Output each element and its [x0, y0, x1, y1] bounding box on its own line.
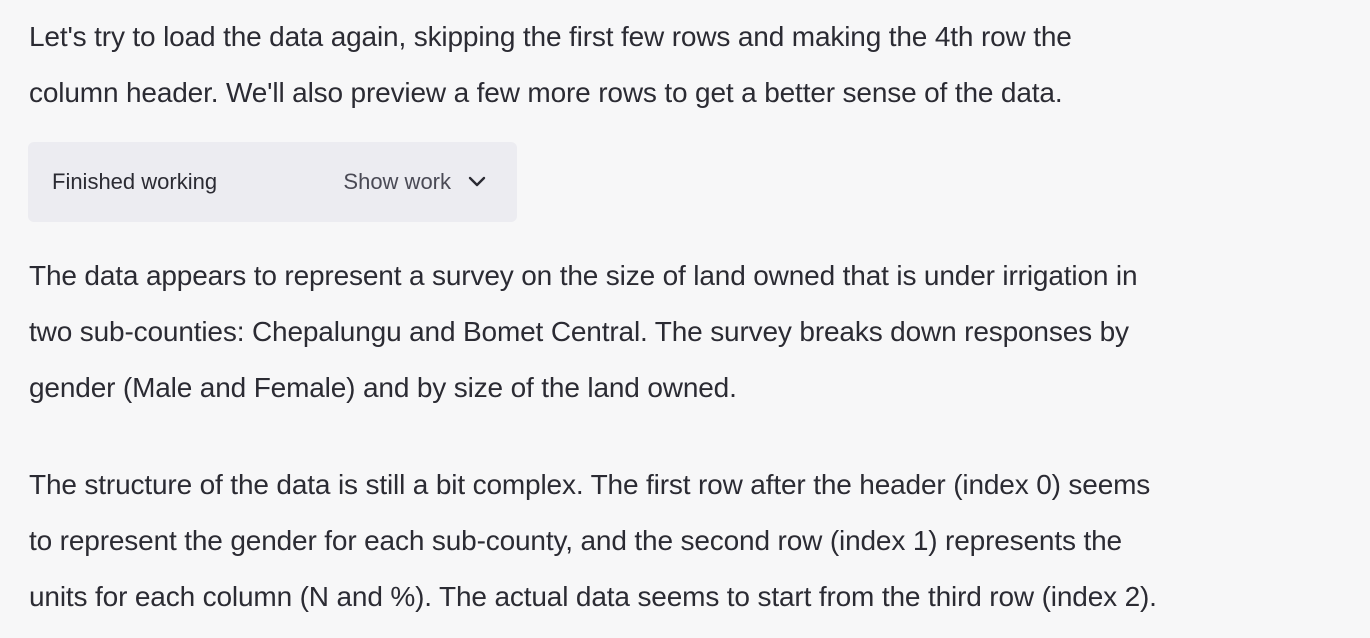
intro-line: Let's try to load the data again, skippi…: [29, 21, 1072, 52]
structure-line: to represent the gender for each sub-cou…: [29, 525, 1122, 556]
intro-line: column header. We'll also preview a few …: [29, 77, 1063, 108]
show-work-label: Show work: [343, 169, 451, 194]
work-status-panel: Finished working Show work: [28, 142, 517, 222]
structure-line: The structure of the data is still a bit…: [29, 469, 1151, 500]
intro-paragraph: Let's try to load the data again, skippi…: [29, 9, 1072, 121]
summary-line: The data appears to represent a survey o…: [29, 260, 1138, 291]
summary-line: two sub-counties: Chepalungu and Bomet C…: [29, 316, 1129, 347]
structure-line: units for each column (N and %). The act…: [29, 581, 1157, 612]
chevron-down-icon: [467, 172, 487, 192]
work-status-label: Finished working: [52, 169, 218, 194]
summary-paragraph: The data appears to represent a survey o…: [29, 248, 1138, 416]
show-work-button[interactable]: Show work: [343, 169, 493, 195]
structure-paragraph: The structure of the data is still a bit…: [29, 457, 1157, 625]
summary-line: gender (Male and Female) and by size of …: [29, 372, 737, 403]
